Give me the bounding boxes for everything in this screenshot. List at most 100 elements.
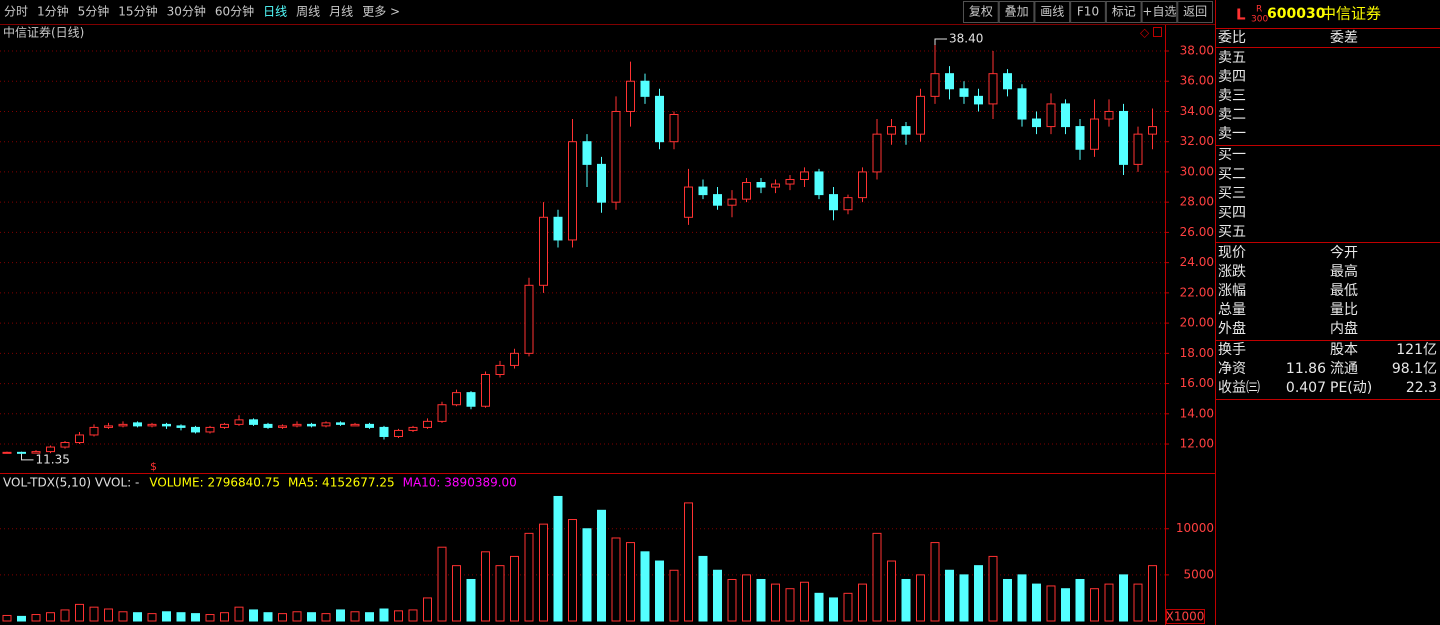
volume-bar: [60, 609, 70, 622]
button-label[interactable]: 画线: [1040, 5, 1064, 19]
volume-bar: [278, 613, 287, 622]
button-label[interactable]: 叠加: [1005, 5, 1029, 19]
volume-bar: [466, 578, 476, 622]
volume-bar: [1017, 574, 1027, 622]
volume-bar: [17, 615, 26, 622]
volume-bar: [1061, 588, 1070, 622]
period-tab[interactable]: 30分钟: [167, 4, 206, 19]
stat-label: 内盘: [1330, 320, 1358, 337]
period-tab[interactable]: 月线: [329, 5, 353, 19]
button-label[interactable]: 标记: [1112, 5, 1136, 19]
candle-body: [1104, 110, 1114, 120]
candle-body: [350, 423, 360, 427]
button-label[interactable]: F10: [1077, 5, 1099, 19]
stat-label: 总量: [1218, 302, 1246, 318]
candle-body: [669, 113, 679, 143]
candle-body: [582, 141, 592, 165]
volume-bar: [350, 611, 360, 622]
candle-body: [858, 171, 867, 199]
candle-body: [959, 88, 969, 97]
period-tab[interactable]: 更多 >: [362, 5, 400, 19]
volume-bar: [684, 502, 693, 622]
period-tab[interactable]: 5分钟: [78, 4, 110, 19]
volume-bar: [539, 523, 548, 622]
toolbar-button[interactable]: [998, 1, 1035, 23]
candle-body: [756, 182, 766, 188]
period-tab[interactable]: 周线: [296, 5, 320, 19]
volume-bar: [89, 606, 99, 622]
volume-bar: [974, 565, 983, 622]
annotation-label: 11.35: [36, 452, 70, 466]
volume-bar: [133, 612, 142, 622]
volume-bar: [829, 597, 838, 622]
period-tab[interactable]: 1分钟: [37, 4, 69, 19]
toolbar-button[interactable]: [1105, 1, 1142, 23]
candle-body: [495, 364, 505, 375]
candle-body: [89, 426, 99, 436]
candle-body: [785, 178, 795, 185]
y-tick-label: 12.00: [1180, 437, 1214, 451]
stat-label: 今开: [1330, 245, 1358, 261]
candle-body: [698, 186, 708, 196]
stat-label: 涨跌: [1218, 264, 1246, 280]
toolbar-button[interactable]: [1034, 1, 1071, 23]
unit-box: [1166, 609, 1205, 624]
toolbar-button[interactable]: [1177, 1, 1214, 23]
volume-bar: [582, 528, 592, 622]
toolbar-button[interactable]: [963, 1, 999, 23]
volume-bar: [1104, 583, 1114, 622]
volume-bar: [756, 578, 766, 622]
row-label: 委差: [1330, 30, 1358, 46]
button-label[interactable]: 返回: [1183, 5, 1207, 19]
fund-value: 0.407: [1286, 380, 1326, 396]
annotation-arrow: [934, 38, 947, 45]
candle-body: [118, 423, 128, 427]
volume-bar: [1119, 574, 1128, 622]
candle-body: [191, 426, 200, 433]
volume-bar: [46, 612, 55, 622]
candle-body: [104, 425, 113, 428]
volume-bar: [452, 565, 461, 622]
annotation-arrow: [21, 453, 34, 461]
toolbar-button[interactable]: [1070, 1, 1106, 23]
volume-bar: [669, 569, 679, 622]
candle-body: [626, 80, 635, 112]
period-tab[interactable]: 分时: [4, 5, 28, 19]
candle-body: [133, 422, 142, 427]
fund-value: 11.86: [1286, 361, 1326, 377]
icon[interactable]: [1153, 27, 1162, 37]
volume-bar: [916, 574, 925, 622]
button-label[interactable]: +自选: [1142, 5, 1176, 19]
candle-body: [31, 451, 41, 454]
candle-body: [336, 422, 345, 425]
toolbar-button[interactable]: [1141, 1, 1178, 23]
y-tick-label: 38.00: [1180, 44, 1214, 58]
volume-bar: [611, 537, 621, 622]
volume-bar: [785, 588, 795, 622]
volume-bar: [727, 578, 737, 622]
candle-body: [365, 423, 374, 428]
candle-body: [872, 133, 882, 173]
candle-body: [394, 429, 403, 437]
candle-body: [524, 284, 534, 354]
period-tab[interactable]: 60分钟: [215, 4, 254, 19]
period-tab[interactable]: 日线: [263, 5, 287, 19]
volume-bar: [321, 613, 331, 622]
ask-label: 卖四: [1218, 69, 1246, 85]
fund-value: 98.1亿: [1392, 361, 1437, 377]
period-tab[interactable]: 15分钟: [118, 4, 157, 19]
button-label[interactable]: 复权: [969, 5, 993, 19]
bid-label: 买三: [1218, 186, 1246, 202]
candle-body: [292, 423, 302, 427]
bid-label: 买一: [1218, 147, 1246, 163]
candle-body: [916, 95, 925, 135]
y-tick-label: 28.00: [1180, 195, 1214, 209]
candle-body: [945, 73, 954, 90]
candle-body: [1061, 103, 1070, 128]
icon[interactable]: ◇: [1140, 26, 1150, 40]
volume-bar: [249, 609, 258, 622]
candle-body: [466, 392, 476, 407]
volume-bar: [568, 519, 577, 622]
y-tick-label: 34.00: [1180, 104, 1214, 118]
